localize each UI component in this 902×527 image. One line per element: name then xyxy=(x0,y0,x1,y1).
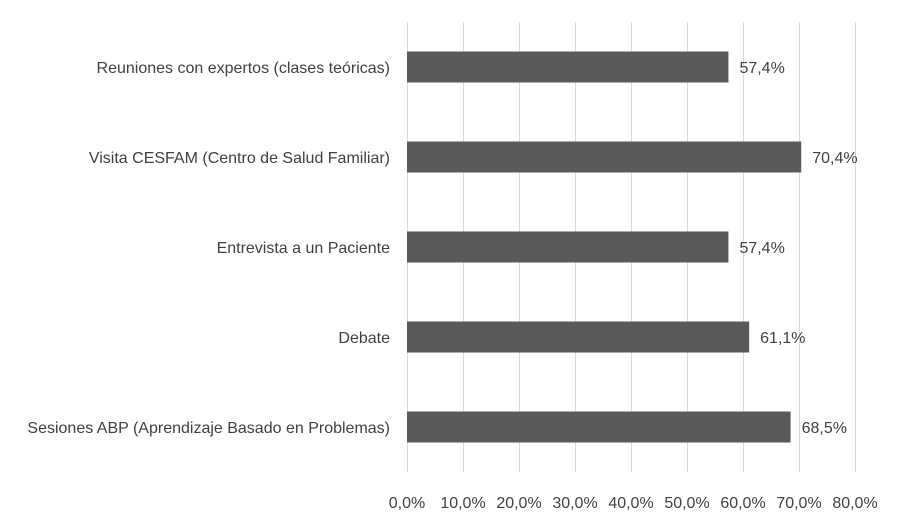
data-label: 68,5% xyxy=(802,420,847,437)
category-label: Debate xyxy=(338,330,390,347)
x-axis-tick-labels: 0,0% 10,0% 20,0% 30,0% 40,0% 50,0% 60,0% 70,0% 8… xyxy=(389,495,878,512)
bar xyxy=(407,231,729,263)
category-label: Entrevista a un Paciente xyxy=(217,240,391,257)
x-tick-label: 40,0% xyxy=(608,495,653,512)
category-label: Reuniones con expertos (clases teóricas) xyxy=(97,60,390,77)
category-label: Visita CESFAM (Centro de Salud Familiar) xyxy=(89,150,390,167)
bar xyxy=(407,321,750,353)
category-labels: Reuniones con expertos (clases teóricas)… xyxy=(27,60,390,437)
x-tick-label: 60,0% xyxy=(720,495,765,512)
data-label: 61,1% xyxy=(760,330,805,347)
bar xyxy=(407,141,802,173)
data-labels: 57,4% 70,4% 57,4% 61,1% 68,5% xyxy=(739,60,857,437)
x-tick-label: 80,0% xyxy=(832,495,877,512)
category-label: Sesiones ABP (Aprendizaje Basado en Prob… xyxy=(27,420,390,437)
x-tick-label: 20,0% xyxy=(496,495,541,512)
data-label: 70,4% xyxy=(812,150,857,167)
x-tick-label: 50,0% xyxy=(664,495,709,512)
x-tick-label: 70,0% xyxy=(776,495,821,512)
bars xyxy=(407,51,802,443)
x-tick-label: 0,0% xyxy=(389,495,425,512)
bar xyxy=(407,411,791,443)
x-tick-label: 30,0% xyxy=(552,495,597,512)
data-label: 57,4% xyxy=(739,60,784,77)
bar xyxy=(407,51,729,83)
data-label: 57,4% xyxy=(739,240,784,257)
x-tick-label: 10,0% xyxy=(440,495,485,512)
